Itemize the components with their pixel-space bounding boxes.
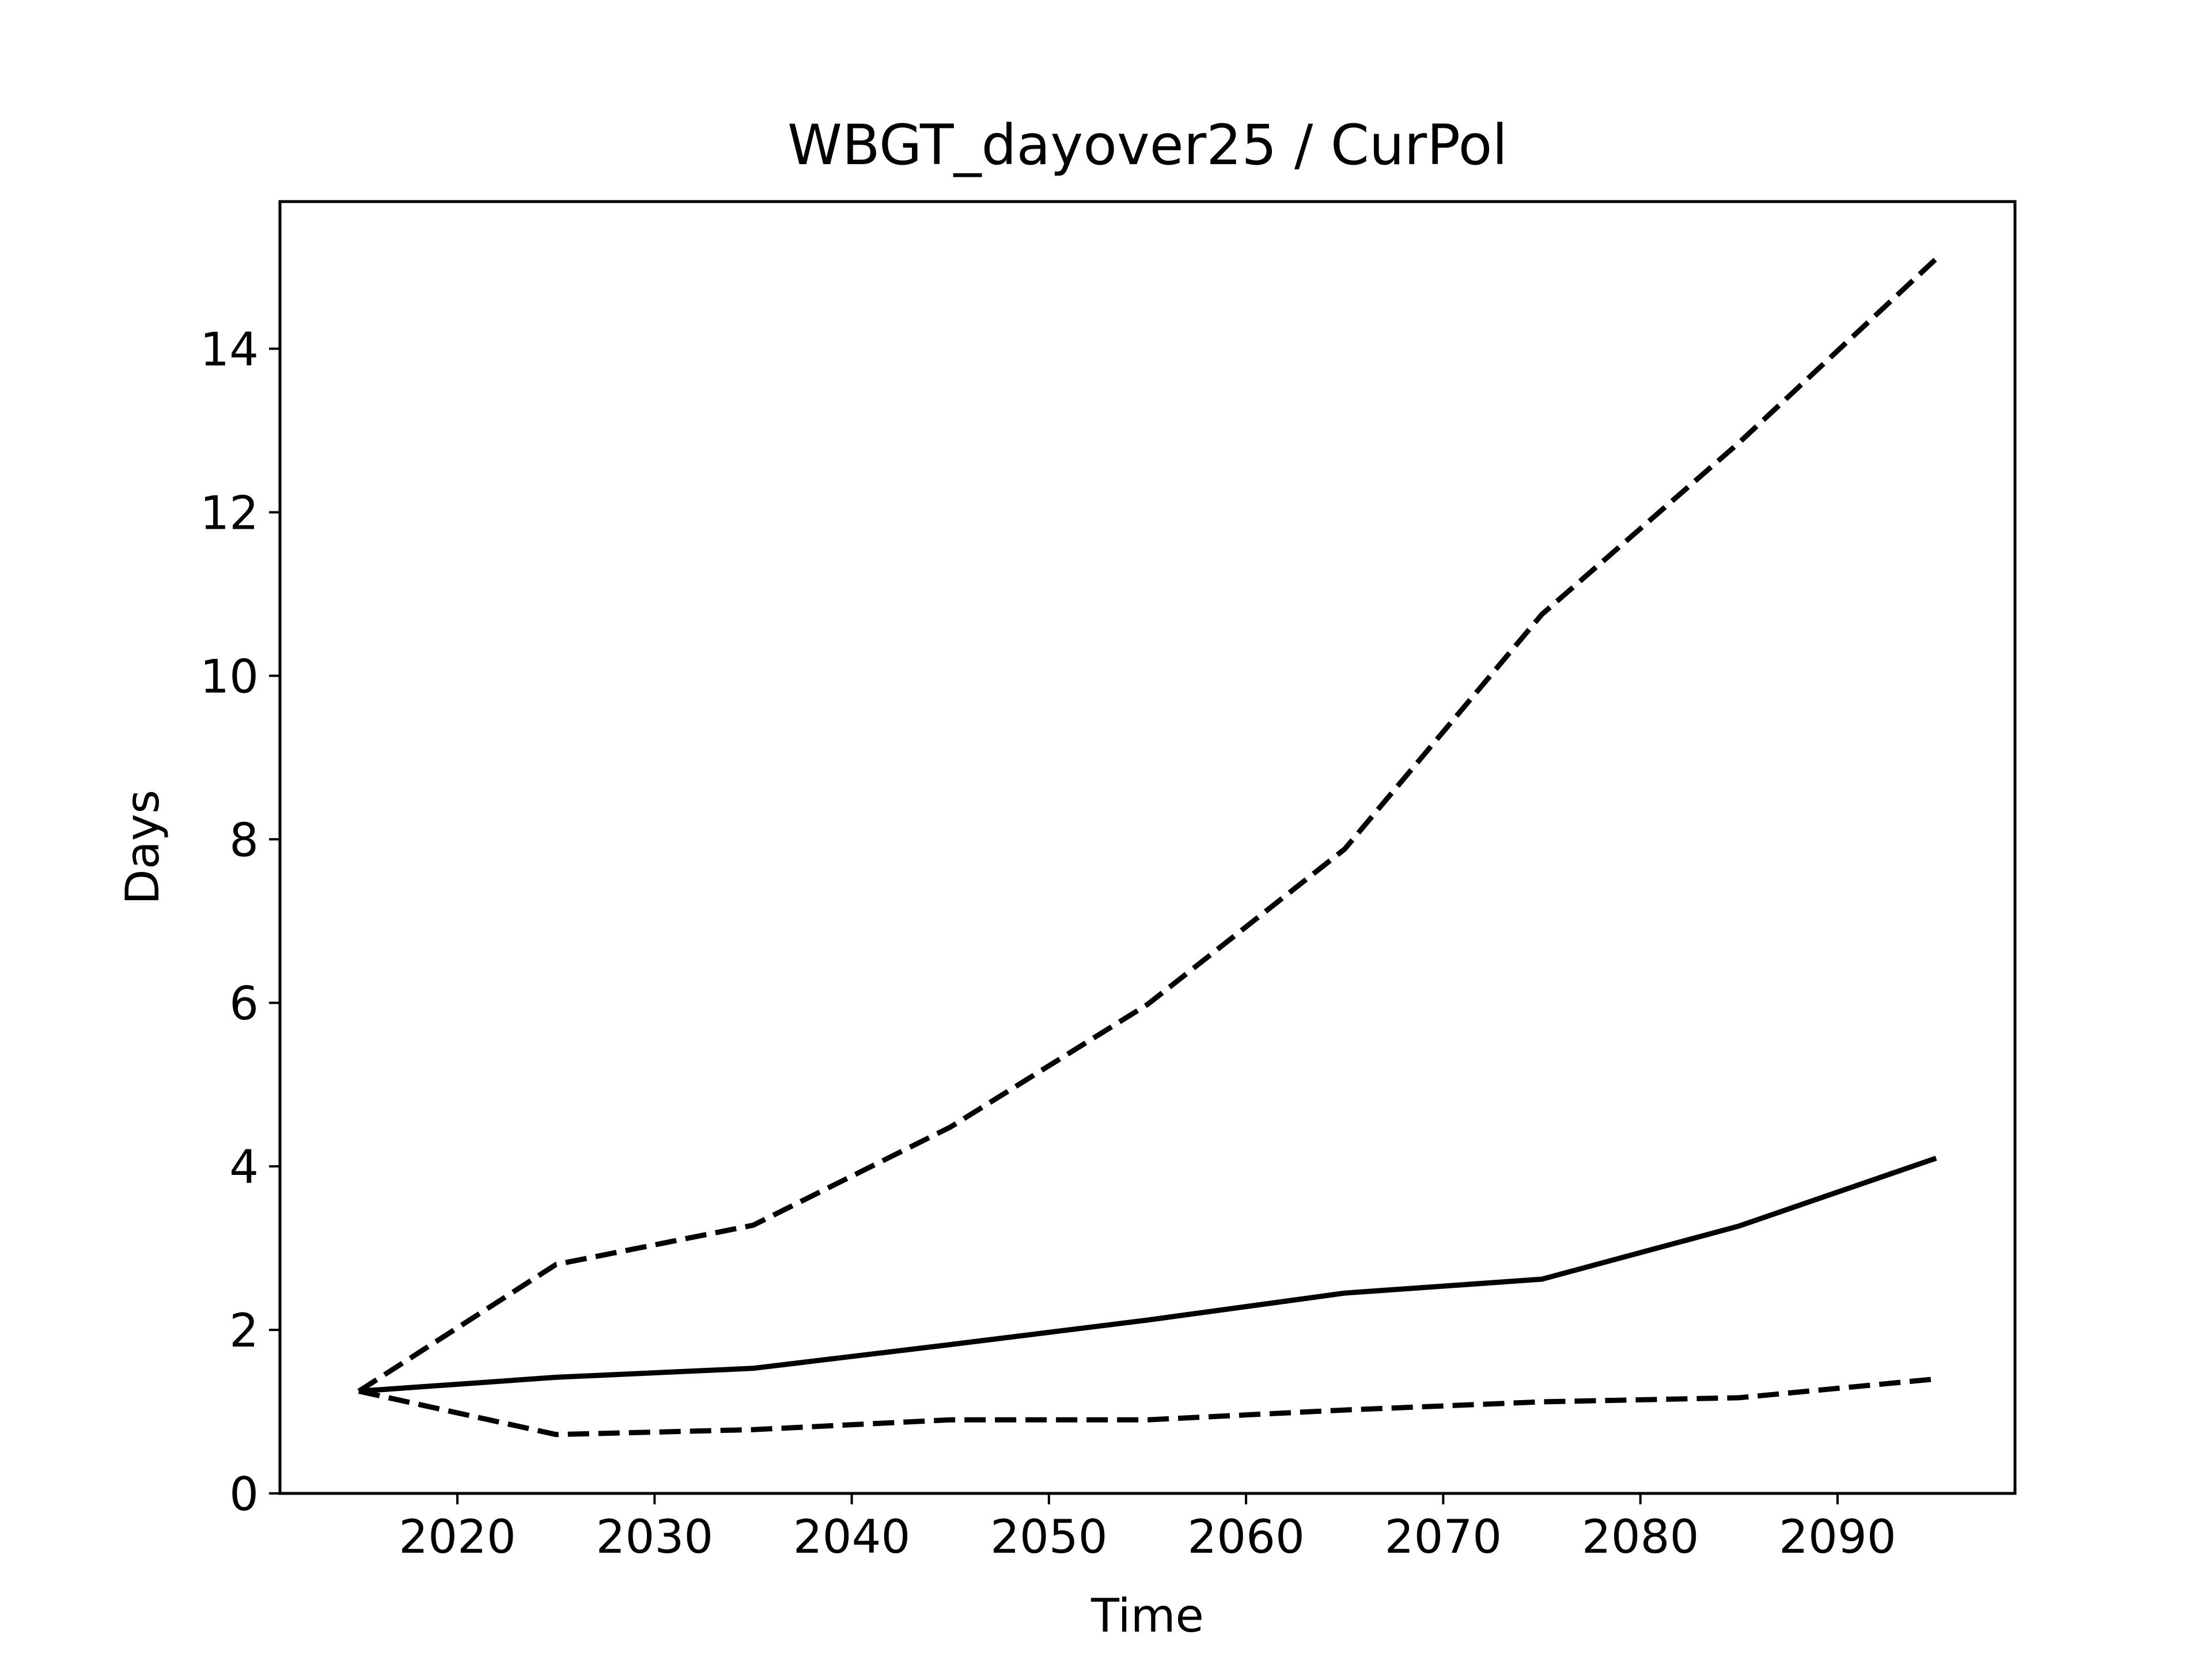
series-layer [357,257,1938,1438]
y-tick-label: 10 [200,650,259,703]
x-tick-label: 2090 [1779,1510,1896,1564]
x-tick-label: 2070 [1385,1510,1502,1564]
x-tick-label: 2040 [793,1510,911,1564]
plot-area-frame [278,200,2017,1495]
x-axis: 2020 2030 2040 2050 2060 2070 2080 2090 [399,1493,1896,1564]
y-tick-label: 8 [229,813,259,867]
y-axis-label: Days [116,790,169,905]
x-tick-label: 2050 [990,1510,1108,1564]
y-tick-label: 4 [229,1140,259,1194]
y-tick-label: 6 [229,977,259,1030]
x-tick-label: 2020 [399,1510,516,1564]
upper-bound-series-line [357,257,1938,1394]
x-tick-label: 2060 [1187,1510,1305,1564]
x-tick-label: 2080 [1582,1510,1699,1564]
chart-title: WBGT_dayover25 / CurPol [787,113,1508,177]
y-tick-label: 2 [229,1304,259,1357]
y-axis: 0 2 4 6 8 10 12 14 [200,323,280,1521]
y-tick-label: 0 [229,1467,259,1521]
y-tick-label: 14 [200,323,259,377]
lower-bound-series-line [358,1376,1937,1438]
x-axis-label: Time [1090,1589,1204,1643]
y-tick-label: 12 [200,486,259,540]
x-tick-label: 2030 [596,1510,714,1564]
median-series-line [358,1155,1937,1394]
